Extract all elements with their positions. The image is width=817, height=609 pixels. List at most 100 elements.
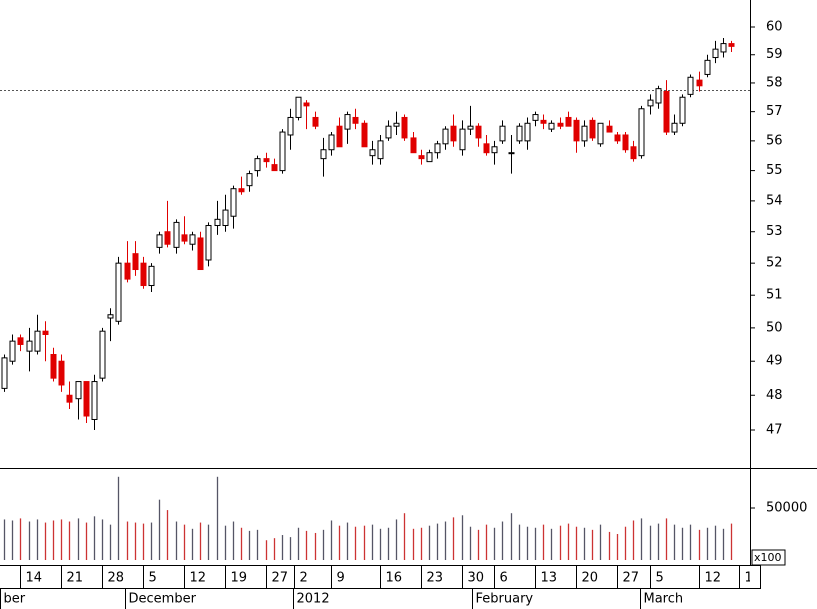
candle-body [1, 357, 8, 389]
candle-body [548, 122, 555, 130]
candle-body [263, 158, 270, 163]
candle-body [132, 253, 139, 271]
candle-body [524, 122, 531, 142]
candle-body [573, 119, 580, 142]
candle-body [75, 381, 82, 400]
y-tick-label: 57 [766, 104, 783, 119]
candle-body [83, 381, 90, 417]
candle-body [377, 140, 384, 160]
candle-body [34, 330, 41, 352]
candle-body [434, 143, 441, 154]
candle-body [369, 149, 376, 157]
month-label: March [644, 592, 684, 607]
candle-body [508, 152, 515, 155]
candle-body [687, 76, 694, 95]
candle-body [401, 116, 408, 139]
candle-body [58, 360, 65, 386]
candle-body [279, 131, 286, 172]
x-tick-label: 30 [468, 571, 485, 586]
volume-unit: x100 [754, 551, 782, 564]
candle-body [271, 164, 278, 172]
candle-body [491, 146, 498, 154]
candle-body [26, 340, 33, 352]
month-label: 2012 [297, 592, 330, 607]
x-tick-label: 2 [300, 571, 308, 586]
candle-body [214, 218, 221, 227]
x-tick-label: 14 [26, 571, 43, 586]
candle-body [647, 99, 654, 107]
candle-body [66, 394, 73, 403]
candle-body [426, 152, 433, 163]
y-tick-label: 49 [766, 354, 783, 369]
candle-body [238, 188, 245, 193]
candle-body [532, 114, 539, 121]
candle-body [164, 231, 171, 245]
candle-body [91, 381, 98, 420]
candle-body [361, 122, 368, 148]
candle-body [9, 340, 16, 362]
candle-body [696, 79, 703, 87]
y-tick-label: 54 [766, 193, 783, 208]
y-tick-label: 59 [766, 47, 783, 62]
month-label: February [476, 592, 534, 607]
candle-body [173, 221, 180, 248]
y-tick-label: 51 [766, 288, 783, 303]
candle-body [516, 125, 523, 142]
candle-body [385, 125, 392, 139]
candle-body [442, 128, 449, 145]
candle-body [459, 128, 466, 151]
candle-body [222, 209, 229, 227]
candle-body [450, 125, 457, 142]
candle-body [320, 149, 327, 160]
candle-body [140, 262, 147, 287]
candle-body [622, 134, 629, 151]
candle-body [614, 134, 621, 142]
candle-body [287, 116, 294, 136]
candle-body [597, 122, 604, 145]
x-tick-label: 5 [656, 571, 664, 586]
candle-body [148, 265, 155, 287]
candle-body [197, 237, 204, 271]
candle-body [606, 125, 613, 133]
x-tick-label: 27 [623, 571, 640, 586]
x-tick-label: 6 [500, 571, 508, 586]
candle-body [418, 155, 425, 160]
candle-body [344, 114, 351, 130]
y-tick-label: 56 [766, 133, 783, 148]
volume-tick-label: 50000 [766, 501, 807, 516]
candle-body [328, 134, 335, 151]
y-tick-label: 53 [766, 224, 783, 239]
y-tick-label: 55 [766, 163, 783, 178]
candle-body [557, 122, 564, 127]
candle-body [720, 43, 727, 53]
candle-body [230, 188, 237, 217]
candle-body [295, 96, 302, 118]
candle-body [630, 146, 637, 160]
candle-body [728, 43, 735, 47]
x-tick-label: 12 [705, 571, 722, 586]
x-tick-label: 21 [67, 571, 84, 586]
candle-body [475, 125, 482, 139]
candle-body [124, 262, 131, 280]
candle-body [499, 125, 506, 142]
candle-body [181, 234, 188, 242]
y-tick-label: 52 [766, 256, 783, 271]
candle-body [671, 122, 678, 133]
candle-body [712, 48, 719, 59]
candle-body [704, 59, 711, 75]
candle-body [410, 137, 417, 154]
candle-body [679, 96, 686, 124]
x-tick-label: 28 [108, 571, 125, 586]
candle-body [107, 314, 114, 319]
candle-body [663, 91, 670, 133]
month-label: ber [4, 592, 26, 607]
candle-body [156, 234, 163, 248]
candle-body [655, 88, 662, 104]
x-tick-label: 12 [190, 571, 207, 586]
candle-body [483, 143, 490, 154]
candle-body [17, 337, 24, 345]
x-tick-label: 9 [337, 571, 345, 586]
candle-body [352, 116, 359, 124]
candle-body [565, 116, 572, 127]
